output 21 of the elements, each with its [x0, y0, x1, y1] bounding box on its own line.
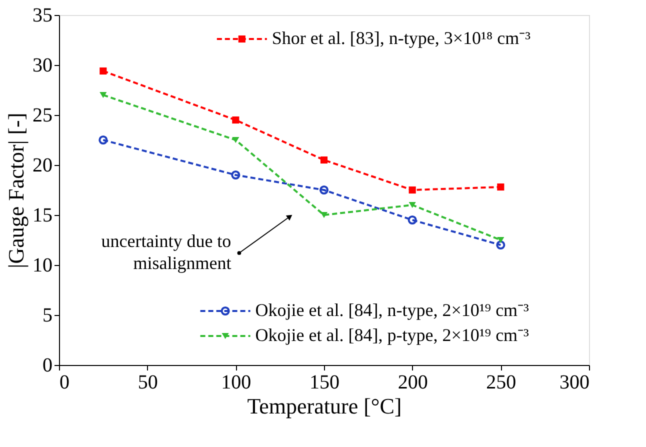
x-tick-label: 150: [310, 372, 340, 394]
x-axis-title: Temperature [°C]: [247, 394, 402, 418]
y-tick-label: 25: [32, 104, 52, 126]
legend-label: Shor et al. [83], n-type, 3×10¹⁸ cm⁻³: [272, 28, 532, 48]
x-tick-label: 250: [486, 372, 516, 394]
x-tick-label: 300: [560, 372, 590, 394]
x-tick-label: 50: [138, 372, 158, 394]
y-tick-label: 30: [32, 54, 52, 76]
x-tick-label: 100: [221, 372, 252, 394]
x-tick-label: 200: [398, 372, 428, 394]
legend-label: Okojie et al. [84], p-type, 2×10¹⁹ cm⁻³: [255, 325, 530, 345]
y-tick-label: 20: [32, 154, 52, 176]
y-tick-label: 15: [32, 204, 52, 226]
annotation: uncertainty due to misalignment: [101, 231, 232, 273]
x-tick-label: 0: [60, 372, 70, 394]
y-axis-title: |Gauge Factor| [-]: [4, 112, 28, 268]
y-tick-label: 10: [32, 254, 52, 276]
y-tick-label: 35: [32, 4, 52, 26]
y-tick-label: 0: [42, 354, 52, 376]
legend-label: Okojie et al. [84], n-type, 2×10¹⁹ cm⁻³: [255, 300, 530, 320]
y-tick-label: 5: [42, 304, 52, 326]
